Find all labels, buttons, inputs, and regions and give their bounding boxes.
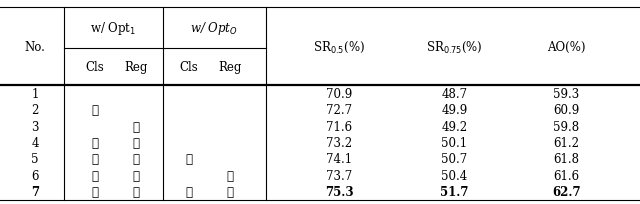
- Text: ✓: ✓: [186, 185, 192, 198]
- Text: ✓: ✓: [186, 153, 192, 166]
- Text: 60.9: 60.9: [553, 104, 580, 117]
- Text: 49.9: 49.9: [441, 104, 468, 117]
- Text: 6: 6: [31, 169, 39, 182]
- Text: 59.3: 59.3: [553, 87, 580, 100]
- Text: ✓: ✓: [92, 153, 98, 166]
- Text: 72.7: 72.7: [326, 104, 352, 117]
- Text: 61.2: 61.2: [554, 136, 579, 149]
- Text: w/ Opt$_1$: w/ Opt$_1$: [90, 20, 137, 37]
- Text: 75.3: 75.3: [325, 185, 353, 198]
- Text: 3: 3: [31, 120, 39, 133]
- Text: 48.7: 48.7: [442, 87, 467, 100]
- Text: Reg: Reg: [219, 61, 242, 74]
- Text: 4: 4: [31, 136, 39, 149]
- Text: ✓: ✓: [133, 153, 140, 166]
- Text: 49.2: 49.2: [442, 120, 467, 133]
- Text: ✓: ✓: [92, 169, 98, 182]
- Text: 61.8: 61.8: [554, 153, 579, 166]
- Text: ✓: ✓: [133, 120, 140, 133]
- Text: Cls: Cls: [85, 61, 104, 74]
- Text: 50.1: 50.1: [442, 136, 467, 149]
- Text: Reg: Reg: [125, 61, 148, 74]
- Text: ✓: ✓: [227, 185, 234, 198]
- Text: ✓: ✓: [133, 136, 140, 149]
- Text: 73.7: 73.7: [326, 169, 353, 182]
- Text: ✓: ✓: [133, 169, 140, 182]
- Text: 62.7: 62.7: [552, 185, 580, 198]
- Text: AO(%): AO(%): [547, 40, 586, 53]
- Text: SR$_{0.75}$(%): SR$_{0.75}$(%): [426, 39, 483, 54]
- Text: 74.1: 74.1: [326, 153, 352, 166]
- Text: ✓: ✓: [92, 136, 98, 149]
- Text: w/ Opt$_O$: w/ Opt$_O$: [191, 20, 238, 37]
- Text: ✓: ✓: [133, 185, 140, 198]
- Text: 50.4: 50.4: [441, 169, 468, 182]
- Text: SR$_{0.5}$(%): SR$_{0.5}$(%): [313, 39, 365, 54]
- Text: 71.6: 71.6: [326, 120, 352, 133]
- Text: 70.9: 70.9: [326, 87, 353, 100]
- Text: ✓: ✓: [92, 185, 98, 198]
- Text: 59.8: 59.8: [554, 120, 579, 133]
- Text: ✓: ✓: [227, 169, 234, 182]
- Text: 61.6: 61.6: [554, 169, 579, 182]
- Text: 50.7: 50.7: [441, 153, 468, 166]
- Text: ✓: ✓: [92, 104, 98, 117]
- Text: 1: 1: [31, 87, 39, 100]
- Text: No.: No.: [25, 40, 45, 53]
- Text: 51.7: 51.7: [440, 185, 468, 198]
- Text: 2: 2: [31, 104, 39, 117]
- Text: 73.2: 73.2: [326, 136, 352, 149]
- Text: 7: 7: [31, 185, 39, 198]
- Text: 5: 5: [31, 153, 39, 166]
- Text: Cls: Cls: [179, 61, 198, 74]
